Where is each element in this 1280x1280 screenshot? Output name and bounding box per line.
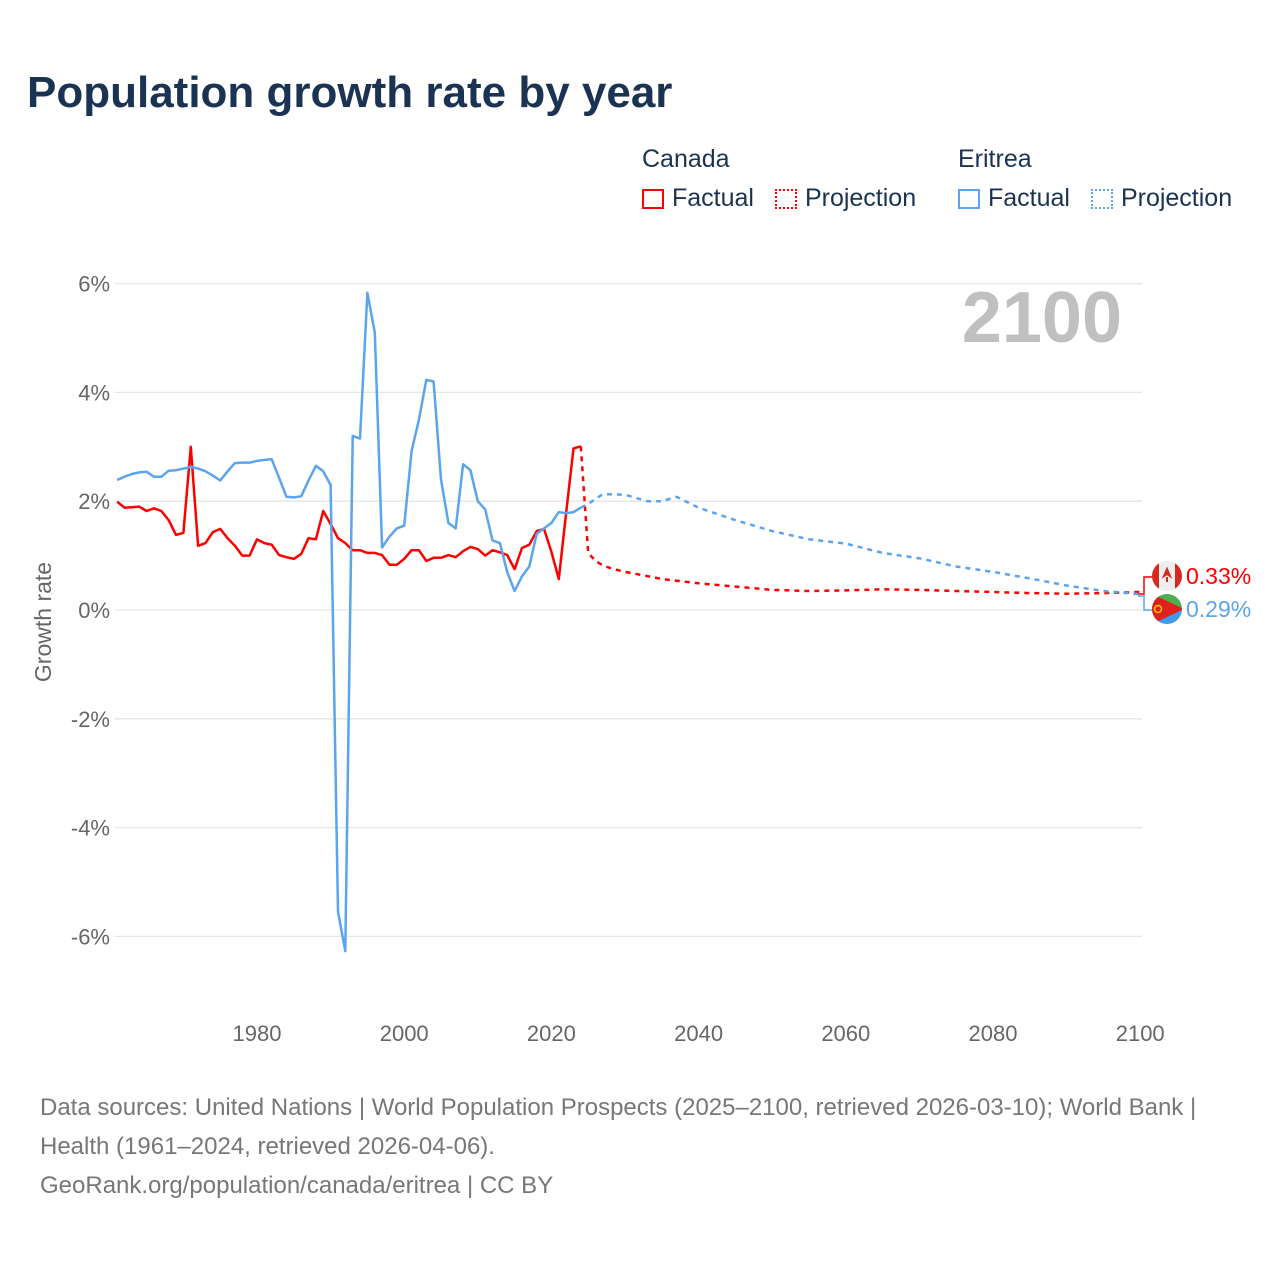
eritrea-end-value: 0.29% (1186, 596, 1251, 622)
current-year-label: 2100 (962, 278, 1122, 358)
canada-end-connector (1138, 576, 1152, 595)
x-tick-label: 2040 (674, 1021, 723, 1046)
x-tick-label: 2020 (527, 1021, 576, 1046)
solid-swatch-icon (642, 188, 664, 209)
solid-swatch-icon (958, 188, 980, 209)
footer: Data sources: United Nations | World Pop… (40, 1088, 1240, 1205)
data-sources: Data sources: United Nations | World Pop… (40, 1094, 1197, 1160)
legend-label: Projection (1120, 184, 1233, 212)
canada-factual-line (116, 445, 582, 581)
y-tick-label: -2% (71, 707, 110, 732)
canada-end-value: 0.33% (1186, 563, 1251, 589)
y-tick-label: 2% (78, 489, 110, 514)
eritrea-factual-line (116, 291, 582, 953)
dotted-swatch-icon (1090, 188, 1113, 209)
legend-label: Factual (672, 184, 754, 212)
y-axis-label: Growth rate (30, 562, 56, 682)
canada-flag-icon (1152, 561, 1182, 591)
y-tick-label: 6% (78, 272, 110, 297)
dotted-swatch-icon (774, 188, 797, 209)
x-tick-label: 2000 (380, 1021, 429, 1046)
y-tick-label: -6% (71, 924, 110, 949)
legend-group-eritrea: Eritrea Factual Projection (958, 145, 1246, 216)
eritrea-flag-icon (1152, 594, 1182, 624)
y-tick-label: 4% (78, 380, 110, 405)
legend-group-title: Canada (642, 145, 730, 173)
x-tick-label: 2100 (1116, 1021, 1165, 1046)
y-tick-label: 0% (78, 598, 110, 623)
x-tick-label: 1980 (233, 1021, 282, 1046)
x-tick-label: 2080 (969, 1021, 1018, 1046)
credit-link[interactable]: GeoRank.org/population/canada/eritrea | … (40, 1172, 554, 1199)
page-title: Population growth rate by year (27, 68, 673, 117)
legend-canada-factual[interactable]: Factual (642, 184, 754, 213)
end-labels: 0.33% 0.29% (1138, 561, 1251, 624)
legend-group-title: Eritrea (958, 145, 1032, 173)
legend-group-canada: Canada Factual Projection (642, 145, 930, 216)
x-tick-label: 2060 (821, 1021, 870, 1046)
legend-label: Projection (804, 184, 917, 212)
y-tick-label: -4% (71, 816, 110, 841)
legend-eritrea-factual[interactable]: Factual (958, 184, 1070, 213)
canada-projection-line (579, 446, 1141, 595)
legend-label: Factual (988, 184, 1070, 212)
legend-eritrea-projection[interactable]: Projection (1090, 184, 1233, 213)
eritrea-projection-line (580, 492, 1141, 596)
eritrea-end-connector (1138, 595, 1152, 611)
legend-canada-projection[interactable]: Projection (774, 184, 917, 213)
